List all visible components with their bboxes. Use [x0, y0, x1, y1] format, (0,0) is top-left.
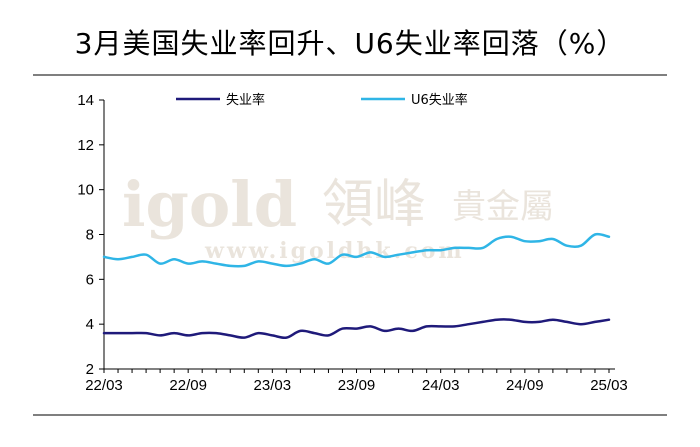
chart-title: 3月美国失业率回升、U6失业率回落（%） — [74, 27, 626, 60]
legend-label: 失业率 — [226, 92, 265, 108]
x-tick-label: 23/03 — [254, 377, 292, 394]
watermark-brand-cn2: 貴金屬 — [452, 187, 554, 227]
y-tick-label: 2 — [86, 361, 94, 378]
watermark-brand-cn: 領峰 — [322, 175, 426, 235]
series-line-unemployment — [102, 318, 611, 340]
y-tick-label: 8 — [86, 227, 94, 244]
y-tick-label: 4 — [86, 316, 94, 333]
legend-label: U6失业率 — [411, 92, 468, 108]
top-rule — [33, 74, 667, 76]
series-layer — [102, 232, 611, 340]
watermark-brand: igold — [122, 168, 297, 241]
legend: 失业率 U6失业率 — [176, 92, 468, 108]
watermark: igold 領峰 貴金屬 www.igoldhk.com — [122, 168, 554, 264]
x-tick-label: 25/03 — [590, 377, 628, 394]
y-tick-label: 6 — [86, 271, 94, 288]
x-tick-label: 24/09 — [506, 377, 544, 394]
axes: 2 4 6 8 10 12 14 22/03 22/09 23/03 23/09 24/03 24/09… — [77, 92, 627, 394]
y-tick-label: 10 — [77, 182, 94, 199]
x-tick-label: 22/03 — [85, 377, 123, 394]
bottom-rule — [33, 414, 667, 416]
x-tick-label: 23/09 — [338, 377, 376, 394]
y-tick-label: 12 — [77, 137, 94, 154]
x-tick-label: 22/09 — [169, 377, 207, 394]
y-tick-label: 14 — [77, 92, 94, 109]
series-line-u6 — [102, 232, 611, 268]
x-tick-label: 24/03 — [422, 377, 460, 394]
